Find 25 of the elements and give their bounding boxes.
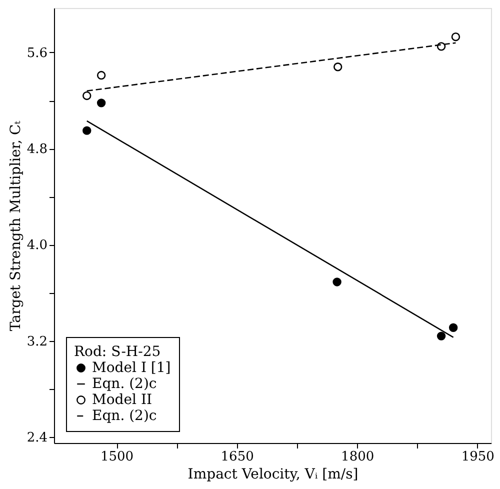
point: [333, 62, 342, 72]
legend-title: Rod: S-H-25: [74, 344, 161, 360]
y-tick-label: 2.4: [26, 430, 48, 446]
x-tick-label: 1950: [461, 450, 494, 464]
legend-label: Model II: [92, 392, 152, 408]
point: [436, 332, 446, 340]
y-tick-label: 3.2: [26, 334, 48, 350]
point: [451, 32, 460, 42]
y-tick-label: 4.8: [26, 142, 48, 158]
x-tick-label: 1650: [220, 450, 254, 464]
y-tick-label: 5.6: [26, 46, 48, 61]
point: [96, 70, 106, 80]
legend-label: Eqn. (2)c: [92, 408, 157, 424]
point: [82, 91, 92, 100]
x-axis-title: Impact Velocity, Vᵢ [m/s]: [188, 466, 358, 482]
legend-label: Eqn. (2)c: [92, 376, 157, 392]
y-tick-label: 4.0: [26, 238, 48, 254]
point: [96, 98, 106, 108]
legend-label: Model I [1]: [92, 360, 171, 376]
x-tick-label: 1500: [100, 450, 134, 464]
point: [448, 323, 458, 332]
point: [82, 126, 92, 135]
point: [332, 278, 342, 286]
y-axis-title: Target Strength Multiplier, Cₜ: [8, 120, 24, 332]
x-tick-label: 1800: [341, 450, 374, 464]
